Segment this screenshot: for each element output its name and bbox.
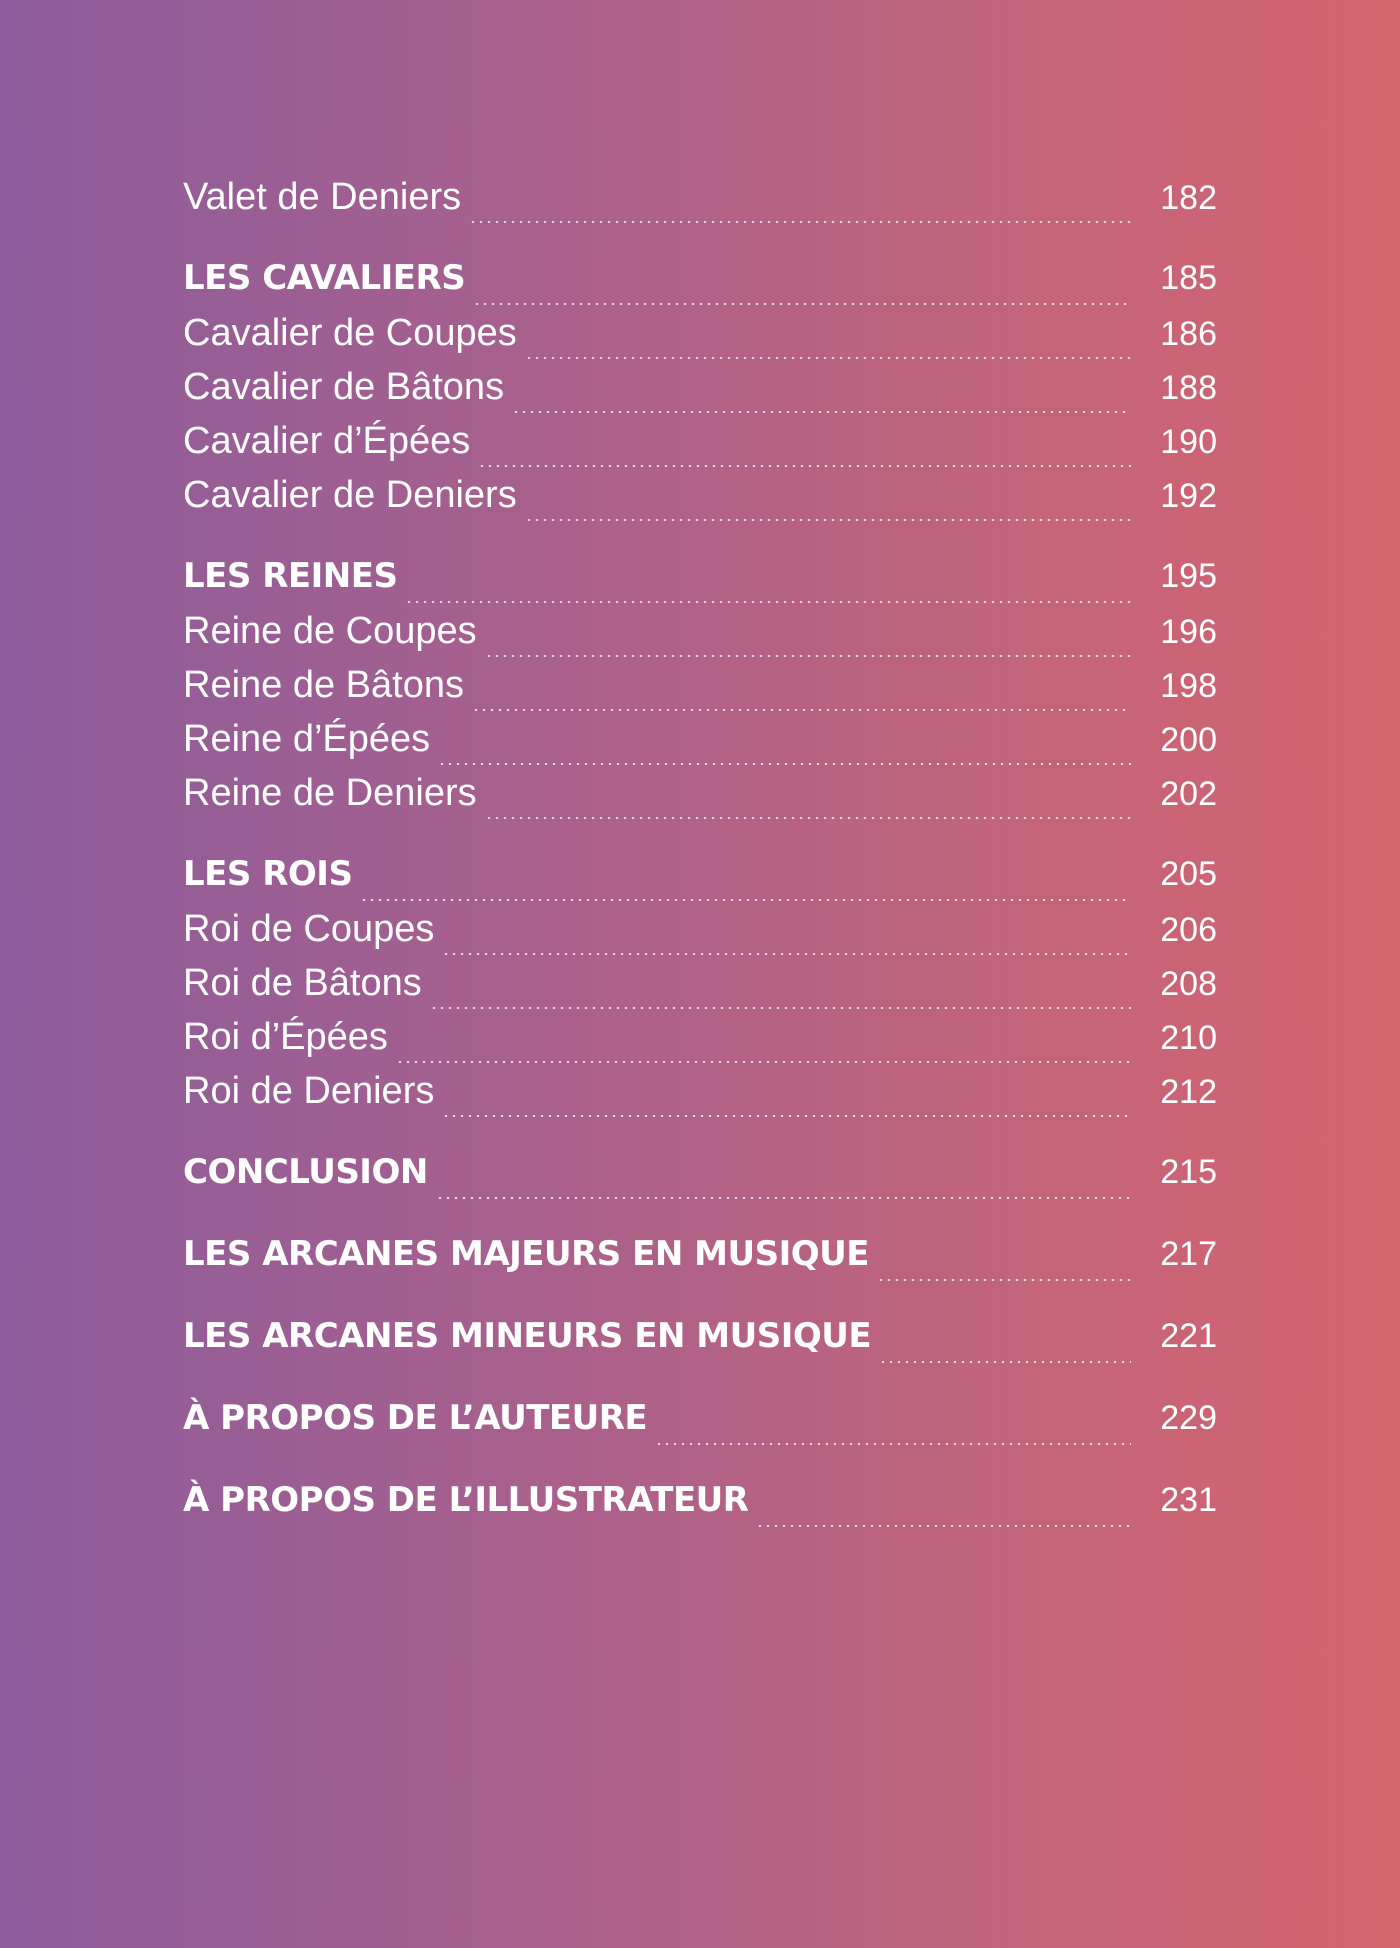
toc-entry-roi-de-deniers[interactable]: Roi de Deniers 212 [183, 1070, 1217, 1124]
toc-page-number: 217 [1160, 1235, 1217, 1273]
toc-entry-cavalier-de-batons[interactable]: Cavalier de Bâtons 188 [183, 366, 1217, 420]
toc-entry-roi-d-epees[interactable]: Roi d’Épées 210 [183, 1016, 1217, 1070]
toc-section-title: À PROPOS DE L’ILLUSTRATEUR [183, 1480, 749, 1520]
toc-section-les-rois[interactable]: LES ROIS 205 [183, 854, 1217, 908]
toc-page-number: 210 [1160, 1019, 1217, 1057]
toc-section-arcanes-mineurs[interactable]: LES ARCANES MINEURS EN MUSIQUE 221 [183, 1316, 1217, 1370]
toc-section-conclusion[interactable]: CONCLUSION 215 [183, 1152, 1217, 1206]
toc-entry-cavalier-d-epees[interactable]: Cavalier d’Épées 190 [183, 420, 1217, 474]
toc-entry-cavalier-de-deniers[interactable]: Cavalier de Deniers 192 [183, 474, 1217, 528]
toc-entry-title: Reine de Deniers [183, 772, 477, 814]
toc-page-number: 202 [1160, 775, 1217, 813]
toc-entry-title: Valet de Deniers [183, 176, 462, 218]
dot-leader [756, 1525, 1131, 1527]
toc-section-les-cavaliers[interactable]: LES CAVALIERS 185 [183, 258, 1217, 312]
toc-entry-reine-de-coupes[interactable]: Reine de Coupes 196 [183, 610, 1217, 664]
toc-entry-title: Roi de Deniers [183, 1070, 435, 1112]
dot-leader [478, 465, 1131, 467]
toc-entry-title: Reine d’Épées [183, 718, 431, 760]
toc-section-title: CONCLUSION [183, 1152, 428, 1192]
toc-page-number: 188 [1160, 369, 1217, 407]
toc-entry-cavalier-de-coupes[interactable]: Cavalier de Coupes 186 [183, 312, 1217, 366]
toc-entry-reine-de-batons[interactable]: Reine de Bâtons 198 [183, 664, 1217, 718]
toc-entry-title: Reine de Coupes [183, 610, 477, 652]
toc-entry-roi-de-coupes[interactable]: Roi de Coupes 206 [183, 908, 1217, 962]
dot-leader [442, 953, 1131, 955]
toc-section-title: LES REINES [183, 556, 398, 596]
toc-section-les-reines[interactable]: LES REINES 195 [183, 556, 1217, 610]
toc-page-number: 206 [1160, 911, 1217, 949]
toc-entry-reine-d-epees[interactable]: Reine d’Épées 200 [183, 718, 1217, 772]
toc-page-number: 215 [1160, 1153, 1217, 1191]
toc-page-number: 185 [1160, 259, 1217, 297]
dot-leader [879, 1361, 1131, 1363]
toc-section-title: LES CAVALIERS [183, 258, 466, 298]
toc-page-number: 196 [1160, 613, 1217, 651]
toc-section-a-propos-illustrateur[interactable]: À PROPOS DE L’ILLUSTRATEUR 231 [183, 1480, 1217, 1534]
toc-page-number: 231 [1160, 1481, 1217, 1519]
dot-leader [442, 1115, 1131, 1117]
toc-page-number: 212 [1160, 1073, 1217, 1111]
toc-page-number: 182 [1160, 179, 1217, 217]
toc-entry-roi-de-batons[interactable]: Roi de Bâtons 208 [183, 962, 1217, 1016]
toc-page-number: 190 [1160, 423, 1217, 461]
toc-entry-title: Cavalier de Deniers [183, 474, 517, 516]
toc-section-title: LES ROIS [183, 854, 353, 894]
toc-section-arcanes-majeurs[interactable]: LES ARCANES MAJEURS EN MUSIQUE 217 [183, 1234, 1217, 1288]
dot-leader [429, 1007, 1131, 1009]
dot-leader [524, 357, 1131, 359]
toc-page-number: 186 [1160, 315, 1217, 353]
dot-leader [360, 899, 1131, 901]
toc-page-number: 195 [1160, 557, 1217, 595]
dot-leader [473, 303, 1131, 305]
toc-entry-title: Cavalier de Bâtons [183, 366, 505, 408]
toc-entry-title: Roi d’Épées [183, 1016, 388, 1058]
toc-entry-title: Roi de Coupes [183, 908, 435, 950]
dot-leader [469, 221, 1131, 223]
toc-page-number: 198 [1160, 667, 1217, 705]
dot-leader [405, 601, 1131, 603]
toc-section-a-propos-auteure[interactable]: À PROPOS DE L’AUTEURE 229 [183, 1398, 1217, 1452]
dot-leader [512, 411, 1131, 413]
dot-leader [655, 1443, 1131, 1445]
dot-leader [438, 763, 1131, 765]
dot-leader [484, 655, 1131, 657]
toc-entry-title: Roi de Bâtons [183, 962, 422, 1004]
toc-entry-title: Cavalier d’Épées [183, 420, 471, 462]
toc-page-number: 200 [1160, 721, 1217, 759]
toc-page-number: 229 [1160, 1399, 1217, 1437]
toc-page-number: 192 [1160, 477, 1217, 515]
dot-leader [435, 1197, 1131, 1199]
toc-entry-valet-de-deniers[interactable]: Valet de Deniers 182 [183, 176, 1217, 230]
dot-leader [876, 1279, 1131, 1281]
dot-leader [524, 519, 1131, 521]
dot-leader [395, 1061, 1131, 1063]
toc-entry-reine-de-deniers[interactable]: Reine de Deniers 202 [183, 772, 1217, 826]
table-of-contents: Valet de Deniers 182 LES CAVALIERS 185 C… [183, 176, 1217, 1534]
toc-entry-title: Cavalier de Coupes [183, 312, 517, 354]
toc-entry-title: Reine de Bâtons [183, 664, 464, 706]
toc-page-number: 205 [1160, 855, 1217, 893]
toc-section-title: LES ARCANES MINEURS EN MUSIQUE [183, 1316, 872, 1356]
dot-leader [471, 709, 1131, 711]
dot-leader [484, 817, 1131, 819]
toc-page-number: 221 [1160, 1317, 1217, 1355]
toc-section-title: À PROPOS DE L’AUTEURE [183, 1398, 648, 1438]
toc-section-title: LES ARCANES MAJEURS EN MUSIQUE [183, 1234, 869, 1274]
toc-page-number: 208 [1160, 965, 1217, 1003]
